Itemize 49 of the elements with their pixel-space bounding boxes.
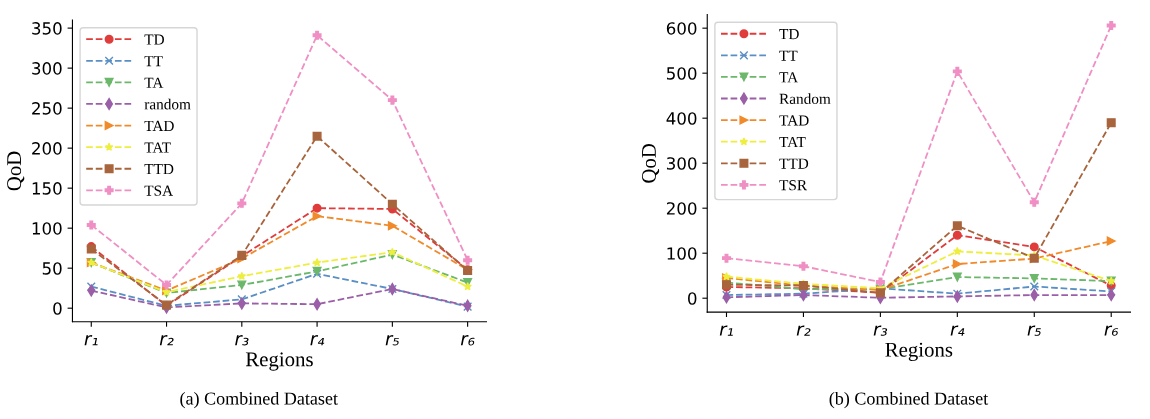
y-tick-label: 350: [32, 22, 62, 35]
x-tick-label: r₅: [385, 335, 399, 346]
text: (b) Combined Dataset: [829, 391, 989, 409]
legend-label: TT: [779, 50, 798, 61]
legend-label: TSA: [144, 185, 174, 196]
y-tick-label: 50: [42, 262, 62, 275]
y-tick-label: 300: [32, 62, 62, 75]
text: (a) Combined Dataset: [180, 391, 338, 409]
x-tick-label: r₄: [310, 335, 325, 346]
x-tick-label: r₃: [235, 335, 249, 346]
legend-label: TT: [144, 56, 163, 67]
y-tick-label: 100: [667, 247, 697, 260]
legend-label: TD: [779, 29, 799, 40]
x-axis-title: Regions: [885, 342, 953, 362]
legend-label: TAD: [779, 115, 809, 126]
legend-label: TD: [144, 34, 165, 45]
y-axis-title: QoD: [7, 151, 25, 191]
y-tick-label: 600: [666, 22, 697, 35]
x-tick-label: r₂: [159, 335, 174, 346]
y-tick-label: 150: [32, 182, 62, 195]
x-tick-label: r₆: [1104, 325, 1119, 336]
y-tick-label: 0: [53, 302, 62, 315]
y-tick-label: 200: [32, 142, 62, 155]
y-tick-label: 500: [667, 67, 697, 80]
x-tick-label: r₃: [873, 325, 888, 336]
y-tick-label: 250: [32, 102, 62, 115]
legend-label: TTD: [779, 158, 809, 169]
legend-label: TA: [144, 77, 164, 88]
x-tick-label: r₄: [950, 325, 965, 336]
legend-label: TSR: [779, 180, 808, 191]
y-tick-label: 100: [32, 222, 62, 235]
legend-label: TAD: [144, 120, 174, 131]
x-tick-label: r₁: [719, 325, 733, 336]
legend-label: TAT: [779, 136, 806, 148]
legend-label: Random: [779, 93, 831, 105]
legend-label: random: [144, 98, 191, 110]
legend-label: TA: [779, 72, 799, 83]
x-tick-label: r₁: [84, 335, 98, 346]
y-tick-label: 400: [666, 112, 697, 125]
x-tick-label: r₂: [796, 325, 811, 336]
y-tick-label: 300: [666, 157, 697, 170]
y-tick-label: 200: [666, 202, 697, 215]
legend-label: TTD: [144, 164, 174, 175]
y-axis-title: QoD: [641, 143, 660, 183]
y-tick-label: 0: [688, 292, 697, 305]
x-tick-label: r₅: [1027, 325, 1041, 336]
legend-label: TAT: [144, 142, 171, 153]
x-tick-label: r₆: [460, 335, 475, 346]
x-axis-title: Regions: [245, 352, 313, 371]
